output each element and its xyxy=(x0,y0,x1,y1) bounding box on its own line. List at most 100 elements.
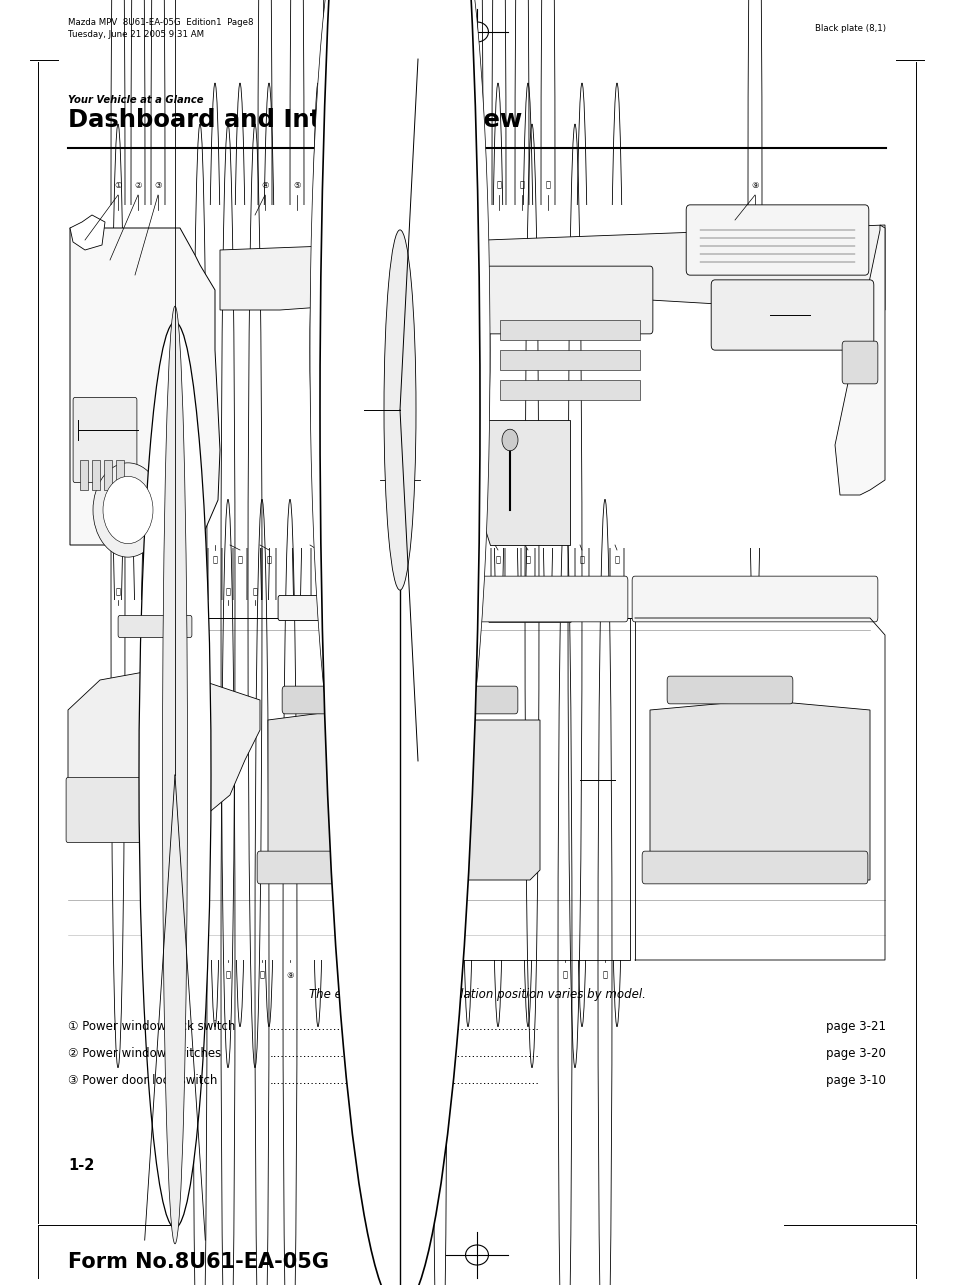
Text: ㉒: ㉒ xyxy=(344,555,349,564)
Text: ㉕: ㉕ xyxy=(237,555,242,564)
Polygon shape xyxy=(68,669,260,840)
Text: Mazda MPV  8U61-EA-05G  Edition1  Page8: Mazda MPV 8U61-EA-05G Edition1 Page8 xyxy=(68,18,253,27)
Text: ⑳: ⑳ xyxy=(433,555,438,564)
Text: ㊲: ㊲ xyxy=(259,970,264,979)
Text: ⑬: ⑬ xyxy=(519,180,524,189)
Text: ㉓: ㉓ xyxy=(315,555,320,564)
Polygon shape xyxy=(70,215,105,251)
Text: ㉖: ㉖ xyxy=(213,555,217,564)
Text: ⑩: ⑩ xyxy=(449,180,456,189)
Text: 1-2: 1-2 xyxy=(68,1158,94,1173)
Text: ㉔: ㉔ xyxy=(266,555,272,564)
Bar xyxy=(116,460,124,490)
Text: ⑮: ⑮ xyxy=(614,555,618,564)
FancyBboxPatch shape xyxy=(841,341,877,384)
Polygon shape xyxy=(444,720,539,880)
Text: ⑪: ⑪ xyxy=(473,180,478,189)
Text: ⑫: ⑫ xyxy=(496,180,501,189)
Bar xyxy=(91,460,100,490)
Text: ② Power window switches: ② Power window switches xyxy=(68,1047,221,1060)
Polygon shape xyxy=(450,420,569,545)
Text: ㉚: ㉚ xyxy=(253,587,257,596)
Text: ⑦: ⑦ xyxy=(358,180,365,189)
Bar xyxy=(499,320,639,341)
Text: ㊵: ㊵ xyxy=(602,970,607,979)
FancyBboxPatch shape xyxy=(641,851,867,884)
Text: ㉑: ㉑ xyxy=(399,555,404,564)
Text: ②: ② xyxy=(134,180,142,189)
Text: ㉙: ㉙ xyxy=(225,587,231,596)
Text: ㉘: ㉘ xyxy=(197,587,202,596)
Bar xyxy=(67,206,887,547)
Circle shape xyxy=(501,429,517,451)
Ellipse shape xyxy=(384,230,416,590)
Text: ⑯: ⑯ xyxy=(578,555,584,564)
FancyBboxPatch shape xyxy=(685,204,868,275)
Ellipse shape xyxy=(410,0,490,797)
Text: ⑱: ⑱ xyxy=(495,555,500,564)
FancyBboxPatch shape xyxy=(282,686,342,714)
Text: page 3-21: page 3-21 xyxy=(825,1020,885,1033)
Bar xyxy=(499,350,639,370)
Ellipse shape xyxy=(139,323,211,1228)
Text: ⑰: ⑰ xyxy=(525,555,530,564)
FancyBboxPatch shape xyxy=(118,616,192,637)
Text: ㉛: ㉛ xyxy=(362,587,367,596)
Ellipse shape xyxy=(310,0,390,797)
Text: ㊷: ㊷ xyxy=(437,970,442,979)
Bar xyxy=(104,460,112,490)
Text: ③: ③ xyxy=(154,180,162,189)
Text: ㊶: ㊶ xyxy=(562,970,567,979)
Text: Your Vehicle at a Glance: Your Vehicle at a Glance xyxy=(68,95,203,105)
FancyBboxPatch shape xyxy=(666,676,792,704)
FancyBboxPatch shape xyxy=(257,851,353,884)
Text: ㉜: ㉜ xyxy=(529,587,534,596)
Text: ㊳: ㊳ xyxy=(225,970,231,979)
Text: Black plate (8,1): Black plate (8,1) xyxy=(814,24,885,33)
FancyBboxPatch shape xyxy=(710,280,873,350)
Circle shape xyxy=(103,477,152,544)
Text: ⑨: ⑨ xyxy=(423,180,431,189)
Polygon shape xyxy=(70,227,220,545)
Text: ⑭: ⑭ xyxy=(545,180,550,189)
Text: page 3-10: page 3-10 xyxy=(825,1074,885,1087)
Ellipse shape xyxy=(162,306,188,1244)
Bar xyxy=(499,380,639,400)
Text: Tuesday, June 21 2005 9:31 AM: Tuesday, June 21 2005 9:31 AM xyxy=(68,30,204,39)
Polygon shape xyxy=(649,700,869,880)
Polygon shape xyxy=(220,225,884,310)
Text: page 3-20: page 3-20 xyxy=(825,1047,885,1060)
Text: ⑨: ⑨ xyxy=(286,970,294,979)
FancyBboxPatch shape xyxy=(487,266,652,334)
FancyBboxPatch shape xyxy=(456,686,517,714)
Text: Dashboard and Interior Overview: Dashboard and Interior Overview xyxy=(68,108,521,132)
Text: ④: ④ xyxy=(261,180,269,189)
Text: ⑲: ⑲ xyxy=(465,555,470,564)
Text: ........................................................................: ........................................… xyxy=(270,1020,539,1033)
Bar xyxy=(67,600,887,960)
Text: Form No.8U61-EA-05G: Form No.8U61-EA-05G xyxy=(68,1252,329,1272)
Polygon shape xyxy=(268,711,359,880)
Text: ①: ① xyxy=(114,180,122,189)
Text: ㉝: ㉝ xyxy=(572,587,577,596)
Text: ........................................................................: ........................................… xyxy=(270,1047,539,1060)
FancyBboxPatch shape xyxy=(488,603,571,622)
Text: ㊴: ㊴ xyxy=(197,970,202,979)
Text: ㉗: ㉗ xyxy=(115,587,120,596)
Text: ⑨: ⑨ xyxy=(750,180,758,189)
FancyBboxPatch shape xyxy=(73,397,137,483)
FancyBboxPatch shape xyxy=(66,777,165,843)
FancyBboxPatch shape xyxy=(421,576,627,622)
Polygon shape xyxy=(834,225,884,495)
FancyBboxPatch shape xyxy=(632,576,877,622)
Text: ③ Power door lock switch: ③ Power door lock switch xyxy=(68,1074,217,1087)
Text: ① Power window lock switch: ① Power window lock switch xyxy=(68,1020,235,1033)
Ellipse shape xyxy=(310,0,490,767)
Ellipse shape xyxy=(319,0,479,1285)
Text: The equipment and installation position varies by model.: The equipment and installation position … xyxy=(308,988,645,1001)
FancyBboxPatch shape xyxy=(278,595,481,621)
Text: ⑧: ⑧ xyxy=(390,180,397,189)
Text: ⑤: ⑤ xyxy=(293,180,300,189)
Bar xyxy=(80,460,88,490)
Text: ⑥: ⑥ xyxy=(326,180,334,189)
